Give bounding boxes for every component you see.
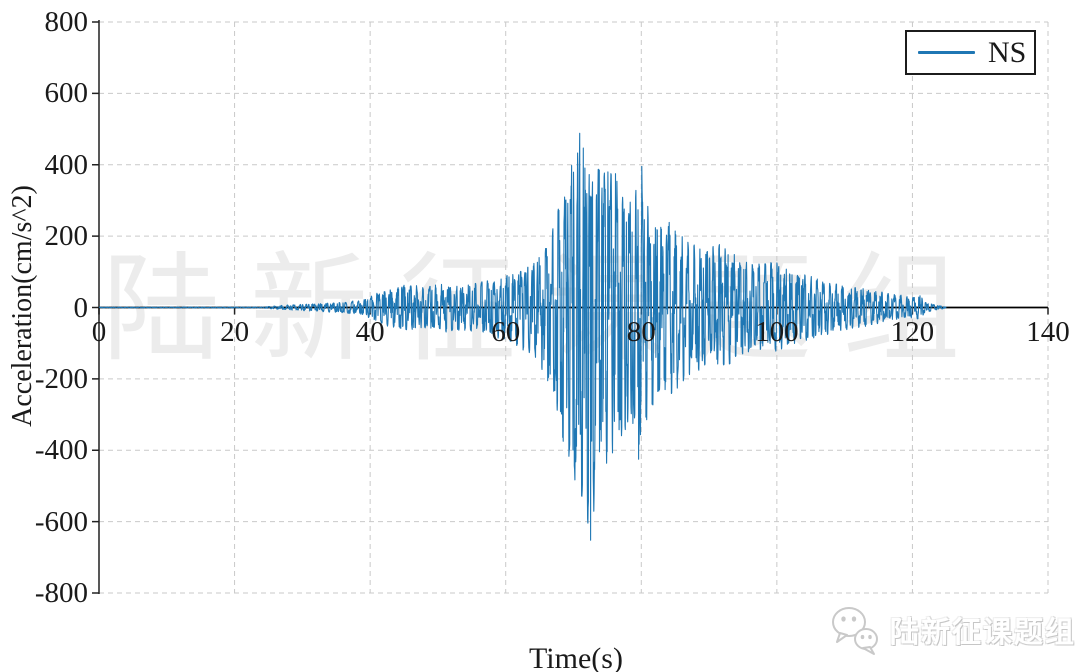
y-axis-title: Acceleration(cm/s^2) [7, 185, 38, 427]
brand-text: 陆新征课题组 [890, 617, 1077, 649]
wechat-icon [832, 607, 878, 655]
x-axis-title: Time(s) [529, 642, 623, 672]
brand-footer: 陆新征课题组 [830, 602, 1076, 658]
legend-line-swatch [918, 51, 975, 54]
legend-series-label: NS [988, 35, 1027, 69]
legend-box: NS [905, 30, 1036, 75]
